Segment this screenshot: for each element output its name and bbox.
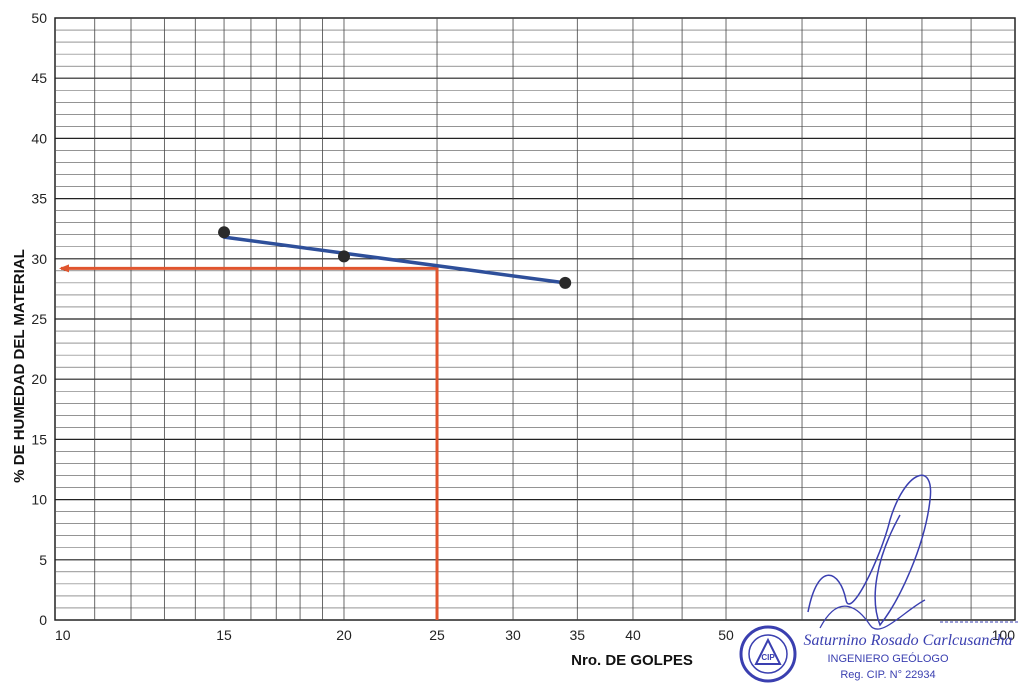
y-tick-label: 5 <box>39 552 47 568</box>
y-tick-label: 20 <box>31 371 47 387</box>
x-tick-label: 40 <box>625 627 641 643</box>
x-tick-labels: 10 15 20 25 30 35 40 50 100 <box>55 627 1015 643</box>
y-tick-label: 40 <box>31 130 47 146</box>
x-tick-label: 35 <box>570 627 586 643</box>
y-tick-label: 30 <box>31 251 47 267</box>
trend-line-segment <box>222 235 567 285</box>
data-point <box>337 250 350 263</box>
reference-arrowhead <box>59 264 69 273</box>
x-tick-label: 30 <box>505 627 521 643</box>
y-axis-title: % DE HUMEDAD DEL MATERIAL <box>11 249 28 483</box>
y-tick-label: 0 <box>39 612 47 628</box>
svg-text:CIP: CIP <box>761 653 775 662</box>
x-tick-label: 100 <box>992 627 1016 643</box>
y-tick-label: 35 <box>31 191 47 207</box>
y-tick-labels: 0 5 10 15 20 25 30 35 40 45 50 <box>31 10 47 628</box>
x-tick-label: 15 <box>216 627 232 643</box>
data-point <box>218 226 231 239</box>
x-tick-label: 20 <box>336 627 352 643</box>
reference-line <box>59 264 439 620</box>
y-tick-label: 15 <box>31 431 47 447</box>
y-tick-label: 10 <box>31 492 47 508</box>
chart-grid <box>54 17 1016 621</box>
data-point <box>559 276 572 289</box>
reference-line-path <box>61 266 439 620</box>
data-points <box>218 226 572 289</box>
y-tick-label: 25 <box>31 311 47 327</box>
engineer-title: INGENIERO GEÓLOGO <box>827 652 948 665</box>
x-tick-label: 25 <box>429 627 445 643</box>
y-tick-label: 50 <box>31 10 47 26</box>
trend-line <box>222 235 567 285</box>
registration-number: Reg. CIP. N° 22934 <box>840 669 935 681</box>
x-tick-label: 50 <box>718 627 734 643</box>
x-tick-label: 10 <box>55 627 71 643</box>
signature-name: Saturnino Rosado Carlcusancha <box>804 632 1013 649</box>
y-tick-label: 45 <box>31 70 47 86</box>
signature <box>807 474 1018 630</box>
x-axis-title: Nro. DE GOLPES <box>571 652 693 669</box>
engineer-seal: CIP <box>739 625 797 683</box>
